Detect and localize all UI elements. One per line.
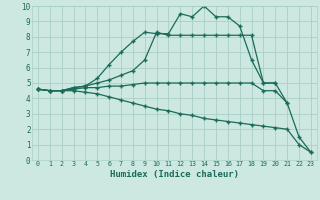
X-axis label: Humidex (Indice chaleur): Humidex (Indice chaleur) xyxy=(110,170,239,179)
